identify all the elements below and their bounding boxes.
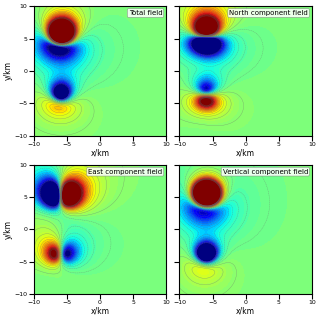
Y-axis label: y/km: y/km	[4, 61, 13, 80]
X-axis label: x/km: x/km	[91, 307, 109, 316]
Text: East component field: East component field	[88, 169, 162, 175]
X-axis label: x/km: x/km	[236, 148, 255, 157]
X-axis label: x/km: x/km	[236, 307, 255, 316]
Text: North component field: North component field	[229, 10, 308, 16]
Text: Vertical component field: Vertical component field	[223, 169, 308, 175]
X-axis label: x/km: x/km	[91, 148, 109, 157]
Y-axis label: y/km: y/km	[4, 220, 13, 239]
Text: Total field: Total field	[129, 10, 162, 16]
